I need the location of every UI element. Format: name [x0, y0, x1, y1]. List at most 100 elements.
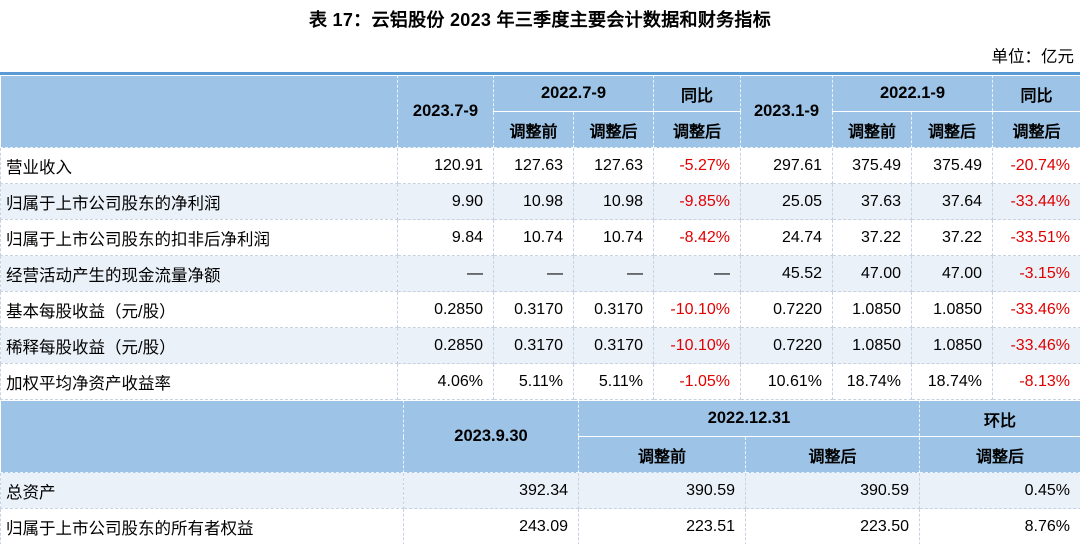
header-cell-adj-after-bal: 调整后 — [745, 436, 920, 473]
row-label: 经营活动产生的现金流量净额 — [0, 255, 398, 292]
header-cell-2022-12-31: 2022.12.31 — [578, 400, 920, 437]
value-cell: 297.61 — [740, 147, 834, 184]
header-cell-adj-after-qoq: 调整后 — [919, 436, 1080, 473]
value-cell: 390.59 — [578, 472, 746, 509]
header-cell-adj-after-q: 调整后 — [572, 111, 655, 148]
value-cell: 18.74% — [832, 363, 913, 400]
header-cell-2022-1-9: 2022.1-9 — [832, 75, 994, 112]
row-label: 总资产 — [0, 472, 404, 509]
value-cell: 120.91 — [397, 147, 494, 184]
value-cell: 10.61% — [740, 363, 834, 400]
value-cell: 1.0850 — [911, 291, 994, 328]
table-row-diluted-eps: 稀释每股收益（元/股） 0.2850 0.3170 0.3170 -10.10%… — [0, 327, 1080, 364]
balance-data-table: 2023.9.30 2022.12.31 环比 调整前 调整后 调整后 总资产 … — [0, 400, 1080, 544]
value-cell: 37.64 — [911, 183, 994, 220]
value-cell: 127.63 — [572, 147, 655, 184]
value-cell: -5.27% — [653, 147, 742, 184]
value-cell: 4.06% — [397, 363, 494, 400]
value-cell: -20.74% — [992, 147, 1080, 184]
value-cell: -33.44% — [992, 183, 1080, 220]
value-cell: 0.2850 — [397, 327, 494, 364]
value-cell: 8.76% — [919, 508, 1080, 544]
header-cell-blank — [0, 400, 404, 473]
header-cell-adj-before-q: 调整前 — [493, 111, 574, 148]
financial-table-block: 2023.7-9 2022.7-9 同比 2023.1-9 2022.1-9 同… — [0, 72, 1080, 544]
table-row-revenue: 营业收入 120.91 127.63 127.63 -5.27% 297.61 … — [0, 147, 1080, 184]
value-cell: 0.3170 — [572, 327, 655, 364]
header-row-4: 调整前 调整后 调整后 — [1, 436, 1080, 473]
value-cell: 9.90 — [397, 183, 494, 220]
header-cell-yoy-q: 同比 — [653, 75, 742, 112]
header-cell-2022-7-9: 2022.7-9 — [492, 75, 655, 112]
value-cell: 5.11% — [572, 363, 655, 400]
table-row-total-assets: 总资产 392.34 390.59 390.59 0.45% — [0, 472, 1080, 509]
value-cell: — — [653, 255, 742, 292]
value-cell: 0.2850 — [397, 291, 494, 328]
value-cell: — — [397, 255, 494, 292]
header-cell-yoy-ytd: 同比 — [992, 75, 1080, 112]
header-cell-adj-after-ytd: 调整后 — [911, 111, 994, 148]
value-cell: -8.42% — [653, 219, 742, 256]
value-cell: 1.0850 — [832, 291, 913, 328]
value-cell: -10.10% — [653, 327, 742, 364]
value-cell: -33.46% — [992, 291, 1080, 328]
table-row-deducted-profit: 归属于上市公司股东的扣非后净利润 9.84 10.74 10.74 -8.42%… — [0, 219, 1080, 256]
value-cell: 47.00 — [911, 255, 994, 292]
value-cell: 0.3170 — [493, 291, 574, 328]
value-cell: 47.00 — [832, 255, 913, 292]
table-row-weighted-roe: 加权平均净资产收益率 4.06% 5.11% 5.11% -1.05% 10.6… — [0, 363, 1080, 400]
value-cell: 375.49 — [911, 147, 994, 184]
row-label: 归属于上市公司股东的净利润 — [0, 183, 398, 220]
value-cell: — — [572, 255, 655, 292]
value-cell: 127.63 — [493, 147, 574, 184]
value-cell: 1.0850 — [911, 327, 994, 364]
header-cell-adj-before-ytd: 调整前 — [832, 111, 913, 148]
row-label: 归属于上市公司股东的扣非后净利润 — [0, 219, 398, 256]
header-cell-2023-9-30: 2023.9.30 — [403, 400, 579, 473]
table-row-shareholders-equity: 归属于上市公司股东的所有者权益 243.09 223.51 223.50 8.7… — [0, 508, 1080, 544]
page-title: 表 17：云铝股份 2023 年三季度主要会计数据和财务指标 — [308, 10, 772, 30]
value-cell: 0.7220 — [740, 327, 834, 364]
value-cell: 24.74 — [740, 219, 834, 256]
value-cell: 375.49 — [832, 147, 913, 184]
table-row-operating-cashflow: 经营活动产生的现金流量净额 — — — — 45.52 47.00 47.00 … — [0, 255, 1080, 292]
row-label: 营业收入 — [0, 147, 398, 184]
header-cell-adj-after-yoy-q: 调整后 — [653, 111, 742, 148]
value-cell: 37.63 — [832, 183, 913, 220]
row-label: 归属于上市公司股东的所有者权益 — [0, 508, 404, 544]
value-cell: 392.34 — [403, 472, 579, 509]
value-cell: -8.13% — [992, 363, 1080, 400]
value-cell: 390.59 — [745, 472, 920, 509]
value-cell: 10.74 — [493, 219, 574, 256]
header-cell-adj-after-yoy-ytd: 调整后 — [992, 111, 1080, 148]
value-cell: 10.98 — [493, 183, 574, 220]
header-row-1: 2023.7-9 2022.7-9 同比 2023.1-9 2022.1-9 同… — [0, 75, 1080, 148]
value-cell: 0.45% — [919, 472, 1080, 509]
row-label: 稀释每股收益（元/股） — [0, 327, 398, 364]
value-cell: 37.22 — [911, 219, 994, 256]
value-cell: 9.84 — [397, 219, 494, 256]
value-cell: 0.3170 — [572, 291, 655, 328]
value-cell: -3.15% — [992, 255, 1080, 292]
value-cell: 45.52 — [740, 255, 834, 292]
value-cell: -10.10% — [653, 291, 742, 328]
value-cell: -9.85% — [653, 183, 742, 220]
value-cell: -33.51% — [992, 219, 1080, 256]
header-cell-2023-7-9: 2023.7-9 — [397, 75, 494, 148]
value-cell: 18.74% — [911, 363, 994, 400]
header-row-3: 2023.9.30 2022.12.31 环比 — [0, 400, 1080, 473]
value-cell: -1.05% — [653, 363, 742, 400]
value-cell: 25.05 — [740, 183, 834, 220]
header-cell-blank — [0, 75, 398, 148]
table-row-basic-eps: 基本每股收益（元/股） 0.2850 0.3170 0.3170 -10.10%… — [0, 291, 1080, 328]
value-cell: 37.22 — [832, 219, 913, 256]
header-cell-qoq: 环比 — [919, 400, 1080, 437]
value-cell: 0.7220 — [740, 291, 834, 328]
value-cell: 223.50 — [745, 508, 920, 544]
row-label: 基本每股收益（元/股） — [0, 291, 398, 328]
value-cell: 10.98 — [572, 183, 655, 220]
quarterly-data-table: 2023.7-9 2022.7-9 同比 2023.1-9 2022.1-9 同… — [0, 75, 1080, 400]
value-cell: 223.51 — [578, 508, 746, 544]
header-cell-2023-1-9: 2023.1-9 — [740, 75, 834, 148]
